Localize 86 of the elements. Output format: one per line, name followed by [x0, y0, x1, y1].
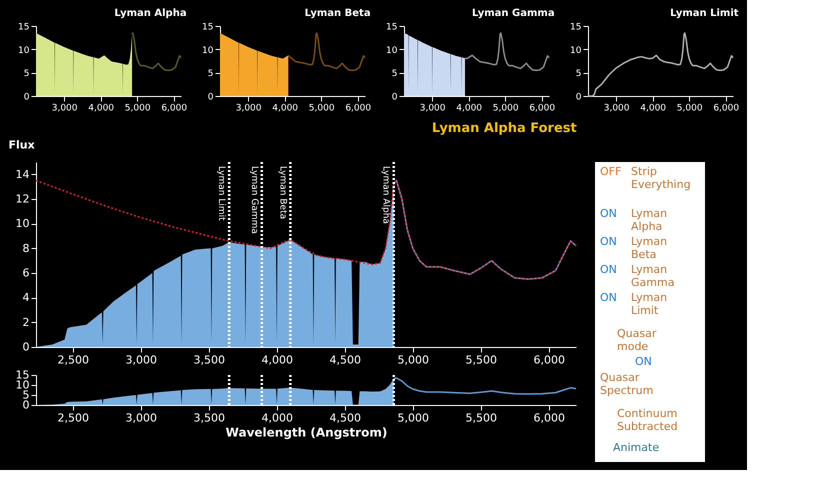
text: Lyman Gamma: [631, 263, 674, 289]
text: Strip Everything: [631, 165, 691, 191]
y-tick-label: 10: [16, 217, 30, 230]
x-tick-label: 5,500: [466, 412, 498, 424]
chart-title: Lyman Beta: [304, 8, 371, 19]
x-tick-label: 4,500: [330, 412, 362, 424]
y-tick-label: 15: [202, 22, 214, 32]
y-tick-label: 4: [22, 291, 30, 304]
x-tick-label: 2,500: [57, 354, 89, 366]
chart-title: Lyman Alpha Forest: [432, 121, 577, 136]
x-tick-label: 3,500: [193, 354, 225, 366]
x-tick-label: 5,000: [398, 412, 430, 424]
chart-title: Lyman Alpha: [114, 8, 187, 19]
text: ON: [600, 291, 617, 304]
y-tick-label: 0: [22, 398, 30, 412]
text: ON: [635, 355, 652, 368]
x-tick-label: 5,000: [492, 104, 519, 114]
x-tick-label: 5,000: [676, 104, 703, 114]
x-tick-label: 4,000: [272, 104, 298, 114]
y-tick-label: 5: [208, 69, 214, 80]
y-tick-label: 5: [576, 69, 582, 80]
x-tick-label: 4,000: [262, 412, 294, 424]
x-tick-label: 6,000: [161, 104, 188, 114]
y-tick-label: 5: [22, 388, 30, 402]
y-tick-label: 12: [16, 192, 30, 206]
x-tick-label: 6,000: [345, 104, 372, 114]
y-tick-label: 10: [16, 378, 30, 392]
y-tick-label: 15: [16, 368, 30, 382]
x-tick-label: 3,500: [193, 412, 225, 424]
y-tick-label: 6: [22, 266, 30, 280]
x-tick-label: 6,000: [534, 354, 566, 366]
y-tick-label: 0: [392, 92, 398, 102]
x-tick-label: 3,000: [420, 104, 446, 114]
text: Lyman Limit: [631, 291, 668, 317]
x-tick-label: 2,500: [57, 412, 89, 424]
y-tick-label: 0: [24, 92, 30, 102]
text: ON: [600, 235, 617, 248]
x-tick-label: 5,000: [398, 354, 430, 366]
y-tick-label: 5: [392, 69, 398, 80]
x-tick-label: 4,000: [640, 104, 666, 114]
text: ON: [600, 263, 617, 276]
y-tick-label: 10: [386, 46, 398, 56]
text: Lyman Alpha: [631, 207, 668, 233]
y-tick-label: 0: [22, 340, 30, 354]
x-tick-label: 5,500: [466, 354, 498, 366]
x-tick-label: 6,000: [534, 412, 566, 424]
text: Quasar Spectrum: [600, 371, 654, 397]
y-tick-label: 10: [202, 46, 214, 56]
ref-line-label: Lyman Beta: [277, 166, 288, 220]
y-tick-label: 15: [570, 22, 582, 32]
text: Continuum Subtracted: [617, 407, 678, 433]
x-tick-label: 5,000: [124, 104, 151, 114]
x-tick-label: 5,000: [308, 104, 335, 114]
y-tick-label: 15: [386, 22, 398, 32]
x-tick-label: 3,000: [52, 104, 78, 114]
x-tick-label: 3,000: [125, 412, 157, 424]
text: Quasar mode: [617, 327, 657, 353]
chart-title: Lyman Limit: [670, 8, 739, 19]
x-tick-label: 4,500: [330, 354, 362, 366]
y-tick-label: 2: [22, 316, 30, 329]
x-tick-label: 3,000: [125, 354, 157, 366]
ref-line-label: Lyman Alpha: [380, 166, 391, 224]
y-axis-title: Flux: [8, 138, 35, 152]
x-tick-label: 4,000: [456, 104, 482, 114]
y-tick-label: 5: [24, 69, 30, 80]
ref-line-label: Lyman Limit: [216, 166, 226, 222]
x-tick-label: 6,000: [529, 104, 556, 114]
text: Lyman Beta: [631, 235, 668, 261]
chart-title: Lyman Gamma: [472, 8, 555, 19]
text: Animate: [613, 441, 660, 454]
y-tick-label: 14: [16, 168, 30, 181]
y-tick-label: 0: [208, 92, 214, 102]
x-tick-label: 3,000: [604, 104, 630, 114]
y-tick-label: 10: [18, 46, 30, 56]
y-tick-label: 15: [18, 22, 30, 32]
x-tick-label: 4,000: [88, 104, 114, 114]
x-tick-label: 4,000: [262, 354, 294, 366]
y-tick-label: 8: [22, 242, 30, 255]
ref-line-label: Lyman Gamma: [248, 166, 259, 234]
text: ON: [600, 207, 617, 220]
y-tick-label: 10: [570, 46, 582, 56]
y-tick-label: 0: [576, 92, 582, 102]
x-tick-label: 3,000: [236, 104, 262, 114]
text: OFF: [600, 165, 622, 178]
x-tick-label: 6,000: [713, 104, 740, 114]
x-axis-title: Wavelength (Angstrom): [226, 426, 388, 440]
